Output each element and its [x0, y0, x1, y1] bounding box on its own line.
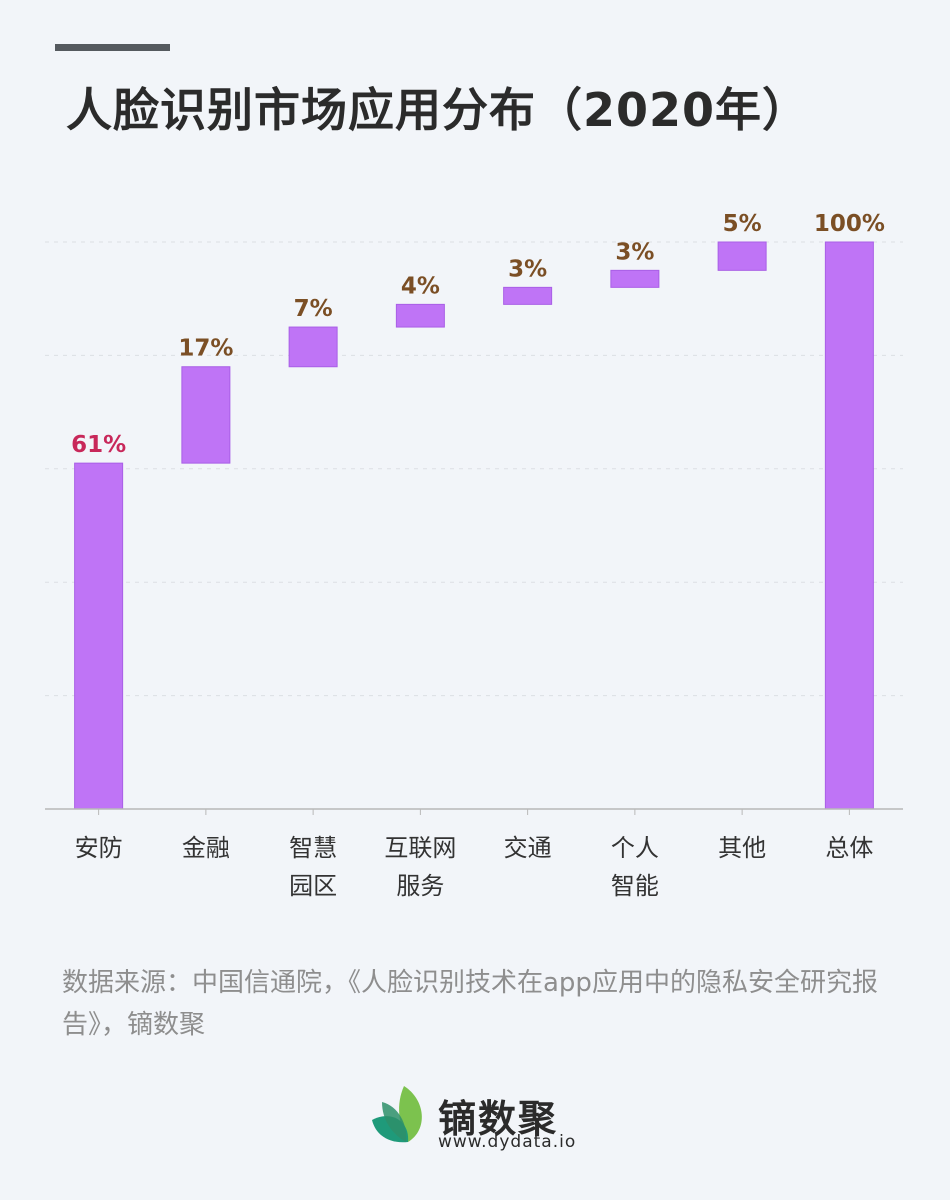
bar-个人智能 [610, 269, 660, 288]
logo-name: 镝数聚 [438, 1097, 559, 1141]
title-accent-bar [55, 44, 170, 51]
bar-交通 [503, 286, 553, 305]
value-label-个人智能: 3% [615, 239, 654, 265]
value-label-其他: 5% [723, 211, 762, 237]
value-label-金融: 17% [178, 336, 233, 362]
bar-安防 [74, 462, 124, 810]
bar-其他 [717, 241, 767, 271]
bar-互联网服务 [395, 303, 445, 328]
x-tick-label-智慧园区: 智慧 [289, 834, 337, 862]
bar-金融 [181, 366, 231, 464]
data-source-note: 数据来源：中国信通院，《人脸识别技术在app应用中的隐私安全研究报告》，镝数聚 [62, 968, 878, 1040]
x-tick-label-总体: 总体 [825, 834, 873, 862]
value-label-互联网服务: 4% [401, 273, 440, 299]
x-tick-label-安防: 安防 [75, 834, 123, 862]
value-label-智慧园区: 7% [294, 296, 333, 322]
leaf-logo-icon [372, 1086, 422, 1143]
chart-title: 人脸识别市场应用分布（2020年） [66, 83, 810, 137]
x-tick-label-智慧园区: 园区 [289, 872, 337, 900]
value-label-安防: 61% [71, 432, 126, 458]
x-tick-label-交通: 交通 [504, 834, 552, 862]
bar-总体 [824, 241, 874, 810]
x-tick-label-个人智能: 个人 [611, 834, 659, 862]
value-labels: 61% 17% 7% 4% 3% 3% 5% 100% [71, 211, 885, 458]
x-tick-label-个人智能: 智能 [611, 872, 659, 900]
value-label-总体: 100% [814, 211, 885, 237]
bars [74, 241, 874, 810]
x-tick-label-其他: 其他 [718, 834, 766, 862]
bar-智慧园区 [288, 326, 338, 368]
value-label-交通: 3% [508, 256, 547, 282]
grid-lines [45, 241, 903, 697]
brand-logo[interactable]: 镝数聚 www.dydata.io [368, 1080, 628, 1160]
x-tick-label-金融: 金融 [182, 834, 230, 862]
x-tick-label-互联网服务: 服务 [396, 872, 444, 900]
x-tick-label-互联网服务: 互联网 [384, 834, 456, 862]
logo-url: www.dydata.io [438, 1132, 577, 1152]
